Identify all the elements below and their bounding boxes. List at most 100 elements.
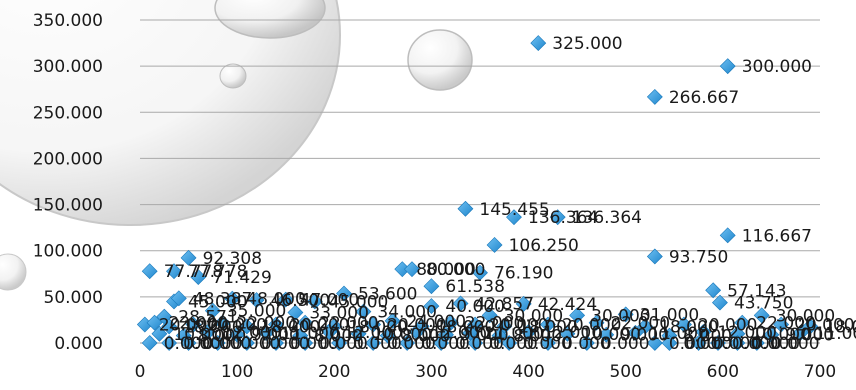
data-point [467,335,484,351]
data-point [321,324,338,340]
droplet-small [219,63,247,89]
data-point [161,335,178,351]
data-point [151,325,168,342]
data-label: 24.000 [407,312,466,332]
data-point [569,307,586,324]
data-label: 77.778 [188,262,247,282]
data-point [365,316,382,333]
x-tick-label: 100 [221,362,253,382]
data-label: 20.000 [562,316,621,336]
data-point [540,335,556,351]
data-point [501,335,518,351]
data-point [224,290,241,307]
data-label: 18.000 [824,317,856,337]
data-label: 20.000 [795,316,854,336]
data-label: 22.000 [319,314,378,334]
data-label: 48.000 [246,290,305,310]
data-label: 0.000 [455,334,504,354]
data-label: 20.000 [387,316,446,336]
data-label: 10.000 [373,325,432,345]
data-point [549,209,566,226]
data-label: 22.000 [169,314,228,334]
data-point [408,324,425,340]
data-point [481,307,498,324]
data-point [646,335,663,351]
data-label: 46.500 [271,291,330,311]
data-point [506,209,522,226]
data-label: 9.000 [785,326,834,346]
y-tick-label: 50.000 [44,288,103,308]
data-label: 8.000 [402,327,451,347]
data-label: 10.000 [581,325,640,345]
data-label: 0.000 [232,334,281,354]
data-point [748,335,765,351]
data-label: 80.000 [426,260,485,280]
data-label: 12.000 [222,323,281,343]
data-label: 47.000 [300,291,359,311]
data-point [792,324,809,341]
x-tick-label: 500 [609,362,641,382]
x-tick-label: 400 [512,362,544,382]
data-point [578,335,595,351]
data-label: 11.000 [815,324,856,344]
data-point [559,325,576,342]
data-point [238,318,255,335]
data-point [350,325,367,342]
y-tick-label: 150.000 [33,196,103,216]
data-point [712,294,728,311]
x-tick-label: 700 [804,362,836,382]
data-point [355,303,372,320]
y-tick-label: 100.000 [33,242,103,262]
data-point [190,269,207,286]
data-label: 33.000 [309,304,368,324]
data-label: 10.000 [173,325,232,345]
data-point [515,295,532,312]
data-label: 136.364 [572,208,642,228]
data-point [297,335,314,351]
data-point [331,335,348,351]
data-point [277,291,294,308]
data-labels: 325.000300.000266.667145.455136.364136.3… [159,34,856,354]
y-tick-label: 350.000 [33,11,103,31]
data-label: 0.000 [319,334,368,354]
data-point [472,264,488,281]
data-label: 0.000 [751,334,800,354]
data-label: 0.000 [523,334,572,354]
data-point [268,316,284,333]
x-axis-ticks: 0 100 200 300 400 500 600 700 [135,362,837,382]
data-point [248,292,265,309]
data-point [457,200,474,217]
data-label: 20.000 [159,316,218,336]
data-point [433,335,450,351]
data-label: 34.000 [377,303,436,323]
data-point [185,316,202,333]
data-point [141,335,158,351]
data-point [423,278,440,295]
data-point [646,248,663,265]
data-point [229,326,246,343]
data-label: 22.000 [756,314,815,334]
data-label: 0.000 [489,334,538,354]
data-label: 18.000 [518,317,577,337]
data-point [166,263,182,280]
data-label: 22.000 [465,314,524,334]
data-point [452,295,469,312]
data-label: 0.000 [683,334,732,354]
data-point [661,335,678,351]
data-label: 325.000 [552,34,622,54]
data-label: 0.000 [203,334,252,354]
y-tick-label: 200.000 [33,149,103,169]
data-label: 20.000 [489,316,548,336]
data-point [365,335,382,351]
data-label: 106.250 [509,236,579,256]
data-point [141,263,158,280]
data-point [540,316,556,333]
data-point [180,249,197,266]
data-point [520,324,537,340]
data-point [753,307,770,324]
data-label: 0.000 [387,334,436,354]
data-label: 18.000 [659,317,718,337]
data-label: 0.000 [261,334,310,354]
data-label: 20.000 [698,316,757,336]
data-label: 0.000 [771,334,820,354]
